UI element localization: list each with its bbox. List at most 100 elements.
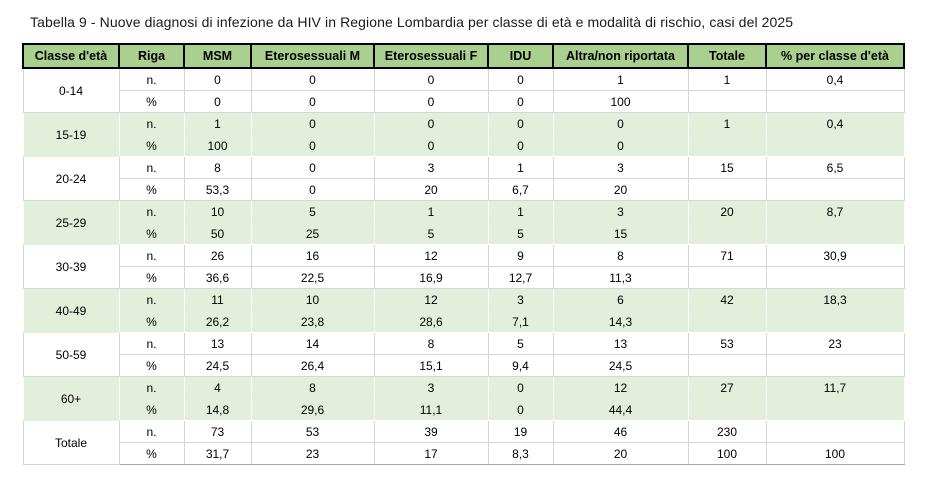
age-cell: 0-14 — [22, 67, 120, 113]
value-cell: 11 — [183, 288, 252, 311]
value-cell: 12,7 — [487, 266, 554, 289]
age-class-percent-cell: 18,3 — [765, 288, 905, 311]
age-group-percent-row: % 26,2 23,8 28,6 7,1 14,3 — [23, 310, 905, 333]
age-class-percent-cell — [765, 90, 905, 113]
value-cell: 5 — [250, 200, 375, 223]
column-header: Totale — [687, 43, 767, 69]
value-cell: 0 — [250, 90, 375, 113]
value-cell: 0 — [250, 112, 375, 135]
age-group-percent-row: % 14,8 29,6 11,1 0 44,4 — [23, 398, 905, 421]
age-cell: 25-29 — [22, 200, 120, 245]
value-cell: 36,6 — [183, 266, 252, 289]
age-class-percent-cell — [765, 310, 905, 333]
column-header: IDU — [487, 43, 554, 69]
value-cell: 12 — [552, 376, 689, 399]
value-cell: 1 — [487, 156, 554, 179]
value-cell: 50 — [183, 222, 252, 245]
value-cell: 10 — [183, 200, 252, 223]
value-cell: 13 — [552, 332, 689, 355]
age-class-percent-cell: 6,5 — [765, 156, 905, 179]
age-class-percent-cell — [765, 222, 905, 245]
value-cell: 20 — [373, 178, 489, 201]
value-cell: 20 — [552, 442, 689, 465]
value-cell: 3 — [373, 376, 489, 399]
row-total-cell: 100 — [687, 442, 767, 465]
value-cell: 0 — [487, 134, 554, 157]
value-cell: 1 — [487, 200, 554, 223]
value-cell: 8 — [552, 244, 689, 267]
hiv-diagnoses-table: Classe d'età Riga MSM Eterosessuali M Eteros… — [22, 43, 905, 465]
column-header: Riga — [118, 43, 185, 69]
row-type-cell: n. — [118, 332, 185, 355]
value-cell: 0 — [487, 90, 554, 113]
value-cell: 10 — [250, 288, 375, 311]
value-cell: 39 — [373, 420, 489, 443]
column-header: Eterosessuali M — [250, 43, 375, 69]
age-cell: 50-59 — [22, 332, 120, 377]
age-class-percent-cell — [765, 266, 905, 289]
age-group-count-row: 25-29 n. 10 5 1 1 3 20 8,7 — [22, 200, 905, 245]
header-row: Classe d'età Riga MSM Eterosessuali M Eteros… — [22, 43, 905, 69]
row-type-cell: n. — [118, 67, 185, 91]
row-total-cell: 71 — [687, 244, 767, 267]
value-cell: 0 — [373, 90, 489, 113]
table-title: Tabella 9 - Nuove diagnosi di infezione … — [30, 14, 794, 30]
row-type-cell: n. — [118, 200, 185, 223]
value-cell: 24,5 — [552, 354, 689, 377]
row-type-cell: % — [118, 134, 185, 157]
row-total-cell — [687, 266, 767, 289]
row-type-cell: n. — [118, 288, 185, 311]
value-cell: 14,8 — [183, 398, 252, 421]
age-group-count-row: 40-49 n. 11 10 12 3 6 42 18,3 — [22, 288, 905, 333]
row-type-cell: % — [118, 398, 185, 421]
value-cell: 29,6 — [250, 398, 375, 421]
value-cell: 46 — [552, 420, 689, 443]
row-total-cell: 1 — [687, 67, 767, 91]
value-cell: 16,9 — [373, 266, 489, 289]
row-total-cell — [687, 134, 767, 157]
value-cell: 13 — [183, 332, 252, 355]
age-class-percent-cell: 0,4 — [765, 67, 905, 91]
age-class-percent-cell: 11,7 — [765, 376, 905, 399]
row-total-cell — [687, 398, 767, 421]
age-group-percent-row: % 50 25 5 5 15 — [23, 222, 905, 245]
value-cell: 0 — [552, 134, 689, 157]
value-cell: 12 — [373, 244, 489, 267]
value-cell: 14,3 — [552, 310, 689, 333]
age-class-percent-cell: 8,7 — [765, 200, 905, 223]
value-cell: 12 — [373, 288, 489, 311]
row-total-cell: 20 — [687, 200, 767, 223]
row-type-cell: n. — [118, 244, 185, 267]
age-class-percent-cell — [765, 354, 905, 377]
value-cell: 23,8 — [250, 310, 375, 333]
value-cell: 0 — [552, 112, 689, 135]
value-cell: 26,2 — [183, 310, 252, 333]
value-cell: 73 — [183, 420, 252, 443]
value-cell: 8 — [373, 332, 489, 355]
age-cell: 30-39 — [22, 244, 120, 289]
age-cell: 60+ — [22, 376, 120, 421]
column-header: Classe d'età — [22, 43, 120, 69]
age-class-percent-cell — [765, 178, 905, 201]
value-cell: 0 — [373, 112, 489, 135]
age-group-percent-row: % 24,5 26,4 15,1 9,4 24,5 — [23, 354, 905, 377]
age-cell: 15-19 — [22, 112, 120, 157]
value-cell: 26 — [183, 244, 252, 267]
value-cell: 3 — [487, 288, 554, 311]
value-cell: 0 — [250, 178, 375, 201]
row-total-cell — [687, 90, 767, 113]
row-total-cell — [687, 354, 767, 377]
value-cell: 5 — [373, 222, 489, 245]
value-cell: 9 — [487, 244, 554, 267]
row-type-cell: % — [118, 354, 185, 377]
value-cell: 11,3 — [552, 266, 689, 289]
age-group-count-row: 20-24 n. 8 0 3 1 3 15 6,5 — [22, 156, 905, 201]
age-group-percent-row: % 53,3 0 20 6,7 20 — [23, 178, 905, 201]
value-cell: 100 — [552, 90, 689, 113]
value-cell: 0 — [487, 398, 554, 421]
column-header: % per classe d'età — [765, 43, 905, 69]
value-cell: 0 — [373, 67, 489, 91]
value-cell: 20 — [552, 178, 689, 201]
age-cell: 20-24 — [22, 156, 120, 201]
value-cell: 5 — [487, 222, 554, 245]
